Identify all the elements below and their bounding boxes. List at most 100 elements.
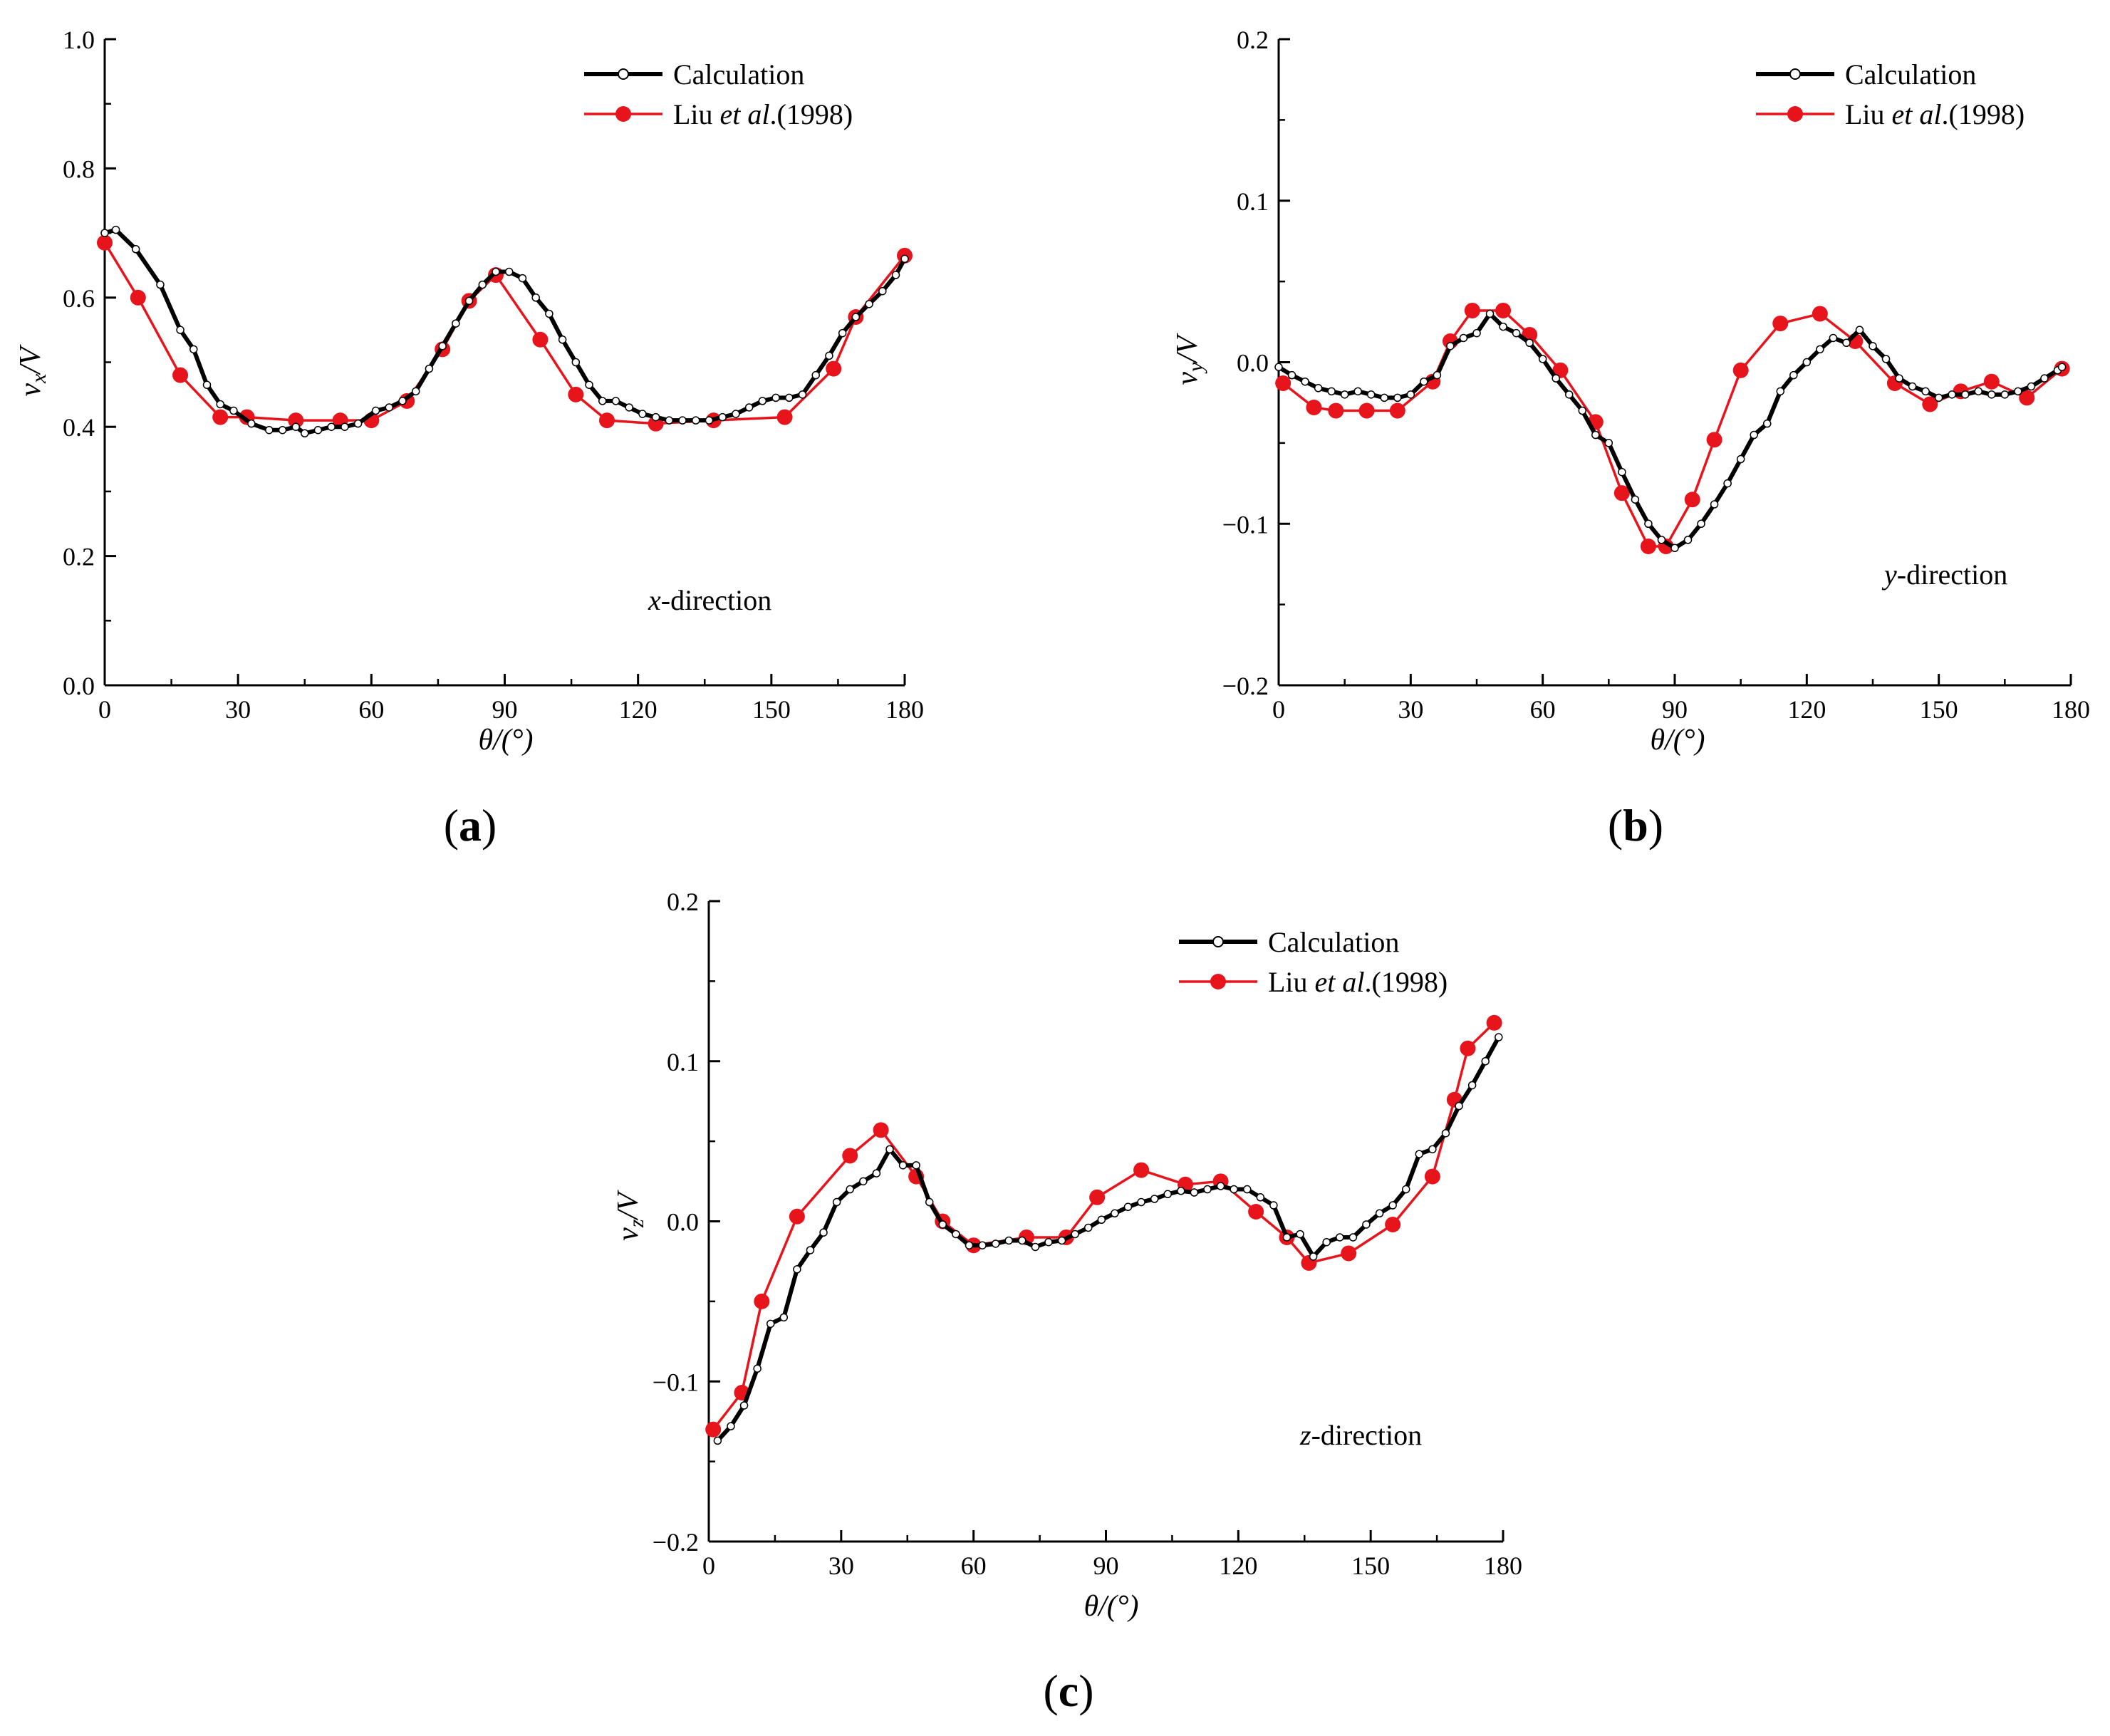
calculation-data-point <box>558 336 567 344</box>
legend-liu-marker <box>615 106 631 122</box>
calculation-data-point <box>229 406 238 415</box>
legend-liu-label: Liu et al.(1998) <box>673 98 853 130</box>
calculation-data-point <box>1296 1230 1304 1239</box>
calculation-data-point <box>1481 1057 1490 1066</box>
x-tick-label: 150 <box>752 695 791 724</box>
calculation-data-point <box>912 1161 920 1170</box>
liu-data-point <box>2019 390 2035 406</box>
calculation-data-point <box>713 1436 722 1445</box>
calculation-data-point <box>798 390 807 399</box>
calculation-data-point <box>1287 370 1296 380</box>
calculation-data-point <box>1631 495 1640 504</box>
calculation-data-point <box>156 280 165 289</box>
calculation-data-point <box>353 419 363 428</box>
calculation-data-point <box>1433 370 1442 380</box>
liu-data-point <box>1385 1216 1401 1232</box>
calculation-data-point <box>1190 1188 1199 1197</box>
calculation-data-point <box>766 1319 775 1329</box>
calculation-data-point <box>665 416 674 425</box>
x-tick-label: 60 <box>961 1552 987 1580</box>
calculation-data-point <box>2027 382 2036 391</box>
calculation-data-point <box>1348 1233 1358 1242</box>
calculation-data-point <box>411 387 420 396</box>
x-tick-label: 120 <box>619 695 658 724</box>
calculation-data-point <box>1789 370 1798 380</box>
calculation-data-point <box>1446 342 1455 350</box>
calculation-data-point <box>111 225 120 234</box>
calculation-data-point <box>1762 419 1772 428</box>
calculation-data-point <box>464 296 474 306</box>
liu-data-point <box>1358 402 1375 419</box>
calculation-data-point <box>438 342 447 350</box>
calculation-data-point <box>1829 333 1838 343</box>
calculation-data-point <box>1591 430 1600 440</box>
calculation-data-point <box>1881 355 1891 363</box>
calculation-data-point <box>1031 1242 1040 1252</box>
liu-data-point <box>97 234 113 251</box>
calculation-data-point <box>291 422 301 431</box>
calculation-data-point <box>1282 1233 1292 1242</box>
x-tick-label: 0 <box>98 695 111 724</box>
liu-data-point <box>1424 1168 1440 1185</box>
liu-series-line <box>1282 309 2063 548</box>
y-tick-label: 1.0 <box>63 26 95 54</box>
liu-data-point <box>1275 375 1292 391</box>
liu-data-point <box>1552 362 1569 378</box>
liu-data-point <box>1341 1245 1357 1262</box>
calculation-data-point <box>952 1230 960 1239</box>
panel-b-caption: (b) <box>1608 800 1663 851</box>
calculation-data-point <box>176 326 185 334</box>
calculation-data-point <box>846 1185 854 1194</box>
calculation-data-point <box>1934 393 1943 402</box>
calculation-data-point <box>1895 374 1903 383</box>
calculation-data-point <box>1987 390 1996 399</box>
calculation-data-point <box>1604 439 1613 447</box>
calculation-data-point <box>1004 1236 1013 1245</box>
x-tick-label: 30 <box>828 1552 854 1580</box>
calculation-data-point <box>872 1169 881 1178</box>
liu-data-point <box>130 289 146 306</box>
liu-data-point <box>1464 302 1480 318</box>
calculation-data-point <box>1948 390 1956 399</box>
liu-data-point <box>1706 432 1722 448</box>
calculation-data-point <box>1393 393 1402 402</box>
calculation-data-point <box>1697 519 1705 528</box>
liu-data-point <box>1486 1014 1502 1031</box>
calculation-data-point <box>189 345 198 354</box>
x-tick-label: 30 <box>225 695 251 724</box>
liu-data-point <box>1248 1204 1264 1220</box>
calculation-data-point <box>1366 390 1376 399</box>
calculation-data-point <box>1578 406 1587 415</box>
calculation-series-line <box>716 1036 1501 1443</box>
x-tick-label: 60 <box>1530 695 1556 724</box>
calculation-data-point <box>1459 333 1468 343</box>
y-tick-label: −0.1 <box>653 1368 699 1396</box>
panel-a-xlabel: θ/(°) <box>478 724 533 757</box>
calculation-data-point <box>327 422 336 431</box>
calculation-data-point <box>859 1177 868 1186</box>
calculation-data-point <box>718 412 727 422</box>
calculation-data-point <box>1083 1223 1093 1232</box>
calculation-data-point <box>1552 374 1560 383</box>
x-tick-label: 30 <box>1398 695 1423 724</box>
legend-liu-label: Liu et al.(1998) <box>1268 966 1448 998</box>
liu-data-point <box>1089 1189 1106 1205</box>
x-tick-label: 0 <box>1272 695 1285 724</box>
liu-data-point <box>1133 1162 1150 1178</box>
calculation-data-point <box>371 406 380 415</box>
calculation-data-point <box>1309 1252 1318 1261</box>
y-tick-label: 0.0 <box>667 1208 699 1237</box>
liu-data-point <box>1460 1040 1476 1056</box>
calculation-data-point <box>1071 1230 1079 1239</box>
calculation-data-point <box>1123 1202 1133 1212</box>
liu-data-point <box>1684 492 1700 508</box>
calculation-data-point <box>1921 387 1930 396</box>
calculation-data-point <box>793 1265 801 1274</box>
calculation-data-point <box>1499 322 1507 331</box>
legend-calculation-label: Calculation <box>1845 58 1976 90</box>
calculation-data-point <box>1375 1209 1384 1218</box>
calculation-data-point <box>100 229 109 237</box>
liu-data-point <box>826 360 842 377</box>
liu-data-point <box>212 409 229 425</box>
panel-a-series <box>97 225 913 438</box>
